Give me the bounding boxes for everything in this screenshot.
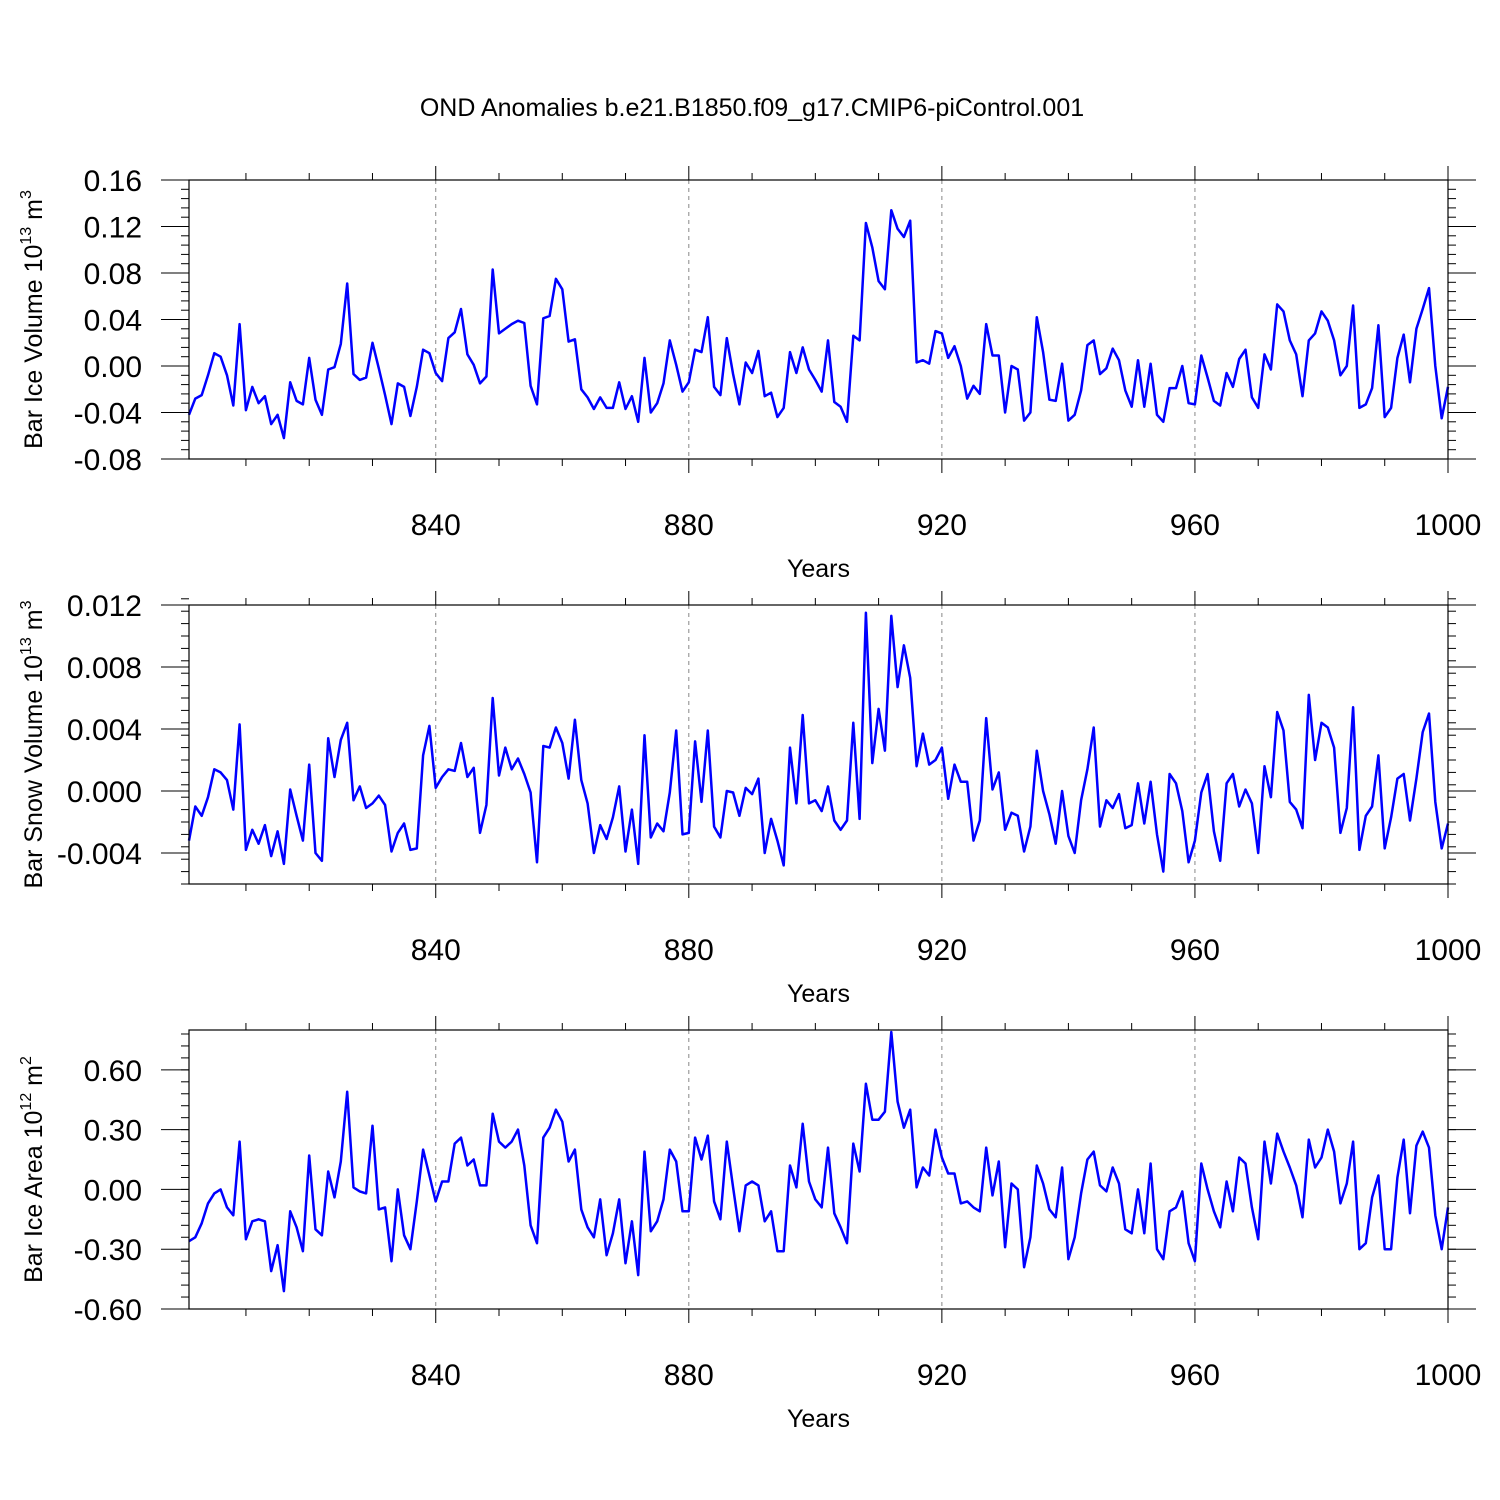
x-tick-label: 960 <box>1170 509 1220 542</box>
plot-frame <box>188 1029 1449 1310</box>
y-tick-label: -0.04 <box>74 398 142 431</box>
y-axis-title-unit: m <box>20 609 48 637</box>
panel-snow-volume: 840 880 920 960 1000 -0.004 0.000 0.004 0.008 0.0… <box>18 590 1481 1008</box>
y-tick-label: 0.04 <box>84 305 142 338</box>
x-tick-label: 840 <box>411 934 461 967</box>
y-tick-label: 0.30 <box>84 1115 142 1148</box>
panel-ice-volume: 840 880 920 960 1000 -0.08 -0.04 0.00 0.04 0.08 0.… <box>18 165 1481 583</box>
panel-ice-area: 840 880 920 960 1000 -0.60 -0.30 0.00 0.30 0.60 Ye… <box>18 1016 1481 1433</box>
x-tick-label: 960 <box>1170 1359 1220 1392</box>
y-axis-title-unit: m <box>20 1065 48 1093</box>
y-tick-label: 0.00 <box>84 1174 142 1207</box>
data-series-line <box>187 611 1450 873</box>
panels: 840 880 920 960 1000 -0.08 -0.04 0.00 0.04 0.08 0.… <box>18 165 1481 1433</box>
y-tick-label: 0.16 <box>84 165 142 198</box>
x-tick-label: 920 <box>917 934 967 967</box>
x-axis-title: Years <box>787 555 850 583</box>
y-tick-label: -0.004 <box>57 838 142 871</box>
x-tick-label: 920 <box>917 1359 967 1392</box>
y-tick-label: -0.30 <box>74 1234 142 1267</box>
y-axis-title-unit-exponent: 2 <box>18 1056 35 1065</box>
y-axis-title-unit-exponent: 3 <box>18 190 35 199</box>
x-tick-label: 840 <box>411 509 461 542</box>
y-axis-title-base: Bar Snow Volume 10 <box>20 655 48 888</box>
y-tick-label: 0.000 <box>67 776 142 809</box>
y-axis-title: Bar Ice Area 1012 m2 <box>18 1056 48 1283</box>
x-tick-label: 1000 <box>1415 1359 1482 1392</box>
y-axis-title-exponent: 12 <box>18 1093 35 1111</box>
data-series-line <box>188 1030 1450 1293</box>
y-tick-label: 0.00 <box>84 351 142 384</box>
y-axis-title-base: Bar Ice Volume 10 <box>20 245 48 449</box>
y-axis-title-exponent: 13 <box>18 227 35 245</box>
x-tick-label: 1000 <box>1415 934 1482 967</box>
y-axis-title-exponent: 13 <box>18 637 35 655</box>
x-tick-label: 880 <box>664 509 714 542</box>
y-tick-label: 0.004 <box>67 714 142 747</box>
x-axis-title: Years <box>787 1405 850 1433</box>
plot-frame <box>188 179 1449 460</box>
y-axis-title-base: Bar Ice Area 10 <box>20 1111 48 1283</box>
data-series-line <box>187 208 1450 440</box>
y-tick-label: -0.08 <box>74 444 142 477</box>
y-tick-label: 0.60 <box>84 1055 142 1088</box>
y-tick-label: -0.60 <box>74 1294 142 1327</box>
plot-frame <box>188 604 1449 885</box>
y-axis-title: Bar Snow Volume 1013 m3 <box>18 600 48 888</box>
x-tick-label: 840 <box>411 1359 461 1392</box>
y-tick-label: 0.008 <box>67 652 142 685</box>
y-axis-title-unit: m <box>20 199 48 227</box>
y-tick-label: 0.012 <box>67 590 142 623</box>
y-axis-title: Bar Ice Volume 1013 m3 <box>18 190 48 449</box>
x-axis-title: Years <box>787 980 850 1008</box>
x-tick-label: 1000 <box>1415 509 1482 542</box>
y-tick-label: 0.08 <box>84 258 142 291</box>
x-tick-label: 880 <box>664 934 714 967</box>
x-tick-label: 960 <box>1170 934 1220 967</box>
x-tick-label: 880 <box>664 1359 714 1392</box>
y-tick-label: 0.12 <box>84 212 142 245</box>
chart-title: OND Anomalies b.e21.B1850.f09_g17.CMIP6-… <box>420 94 1084 122</box>
y-axis-title-unit-exponent: 3 <box>18 600 35 609</box>
x-tick-label: 920 <box>917 509 967 542</box>
